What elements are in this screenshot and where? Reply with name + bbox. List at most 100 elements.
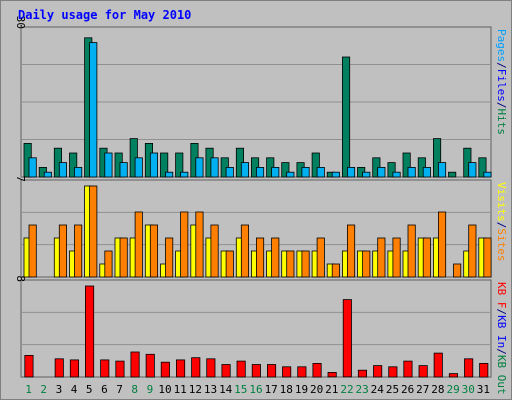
legend-item: Hits [495,109,508,136]
bar-files-day-9 [149,152,159,178]
legend-item: / [495,102,508,109]
legend-item: / [495,309,508,316]
bar-kb-f-day-3 [54,358,64,378]
x-tick-label-day-26: 26 [401,383,414,396]
bar-kb-f-day-19 [297,366,307,378]
x-tick-label-day-2: 2 [40,383,47,396]
x-tick-label-day-22: 22 [340,383,353,396]
bar-kb-f-day-12 [191,357,201,378]
legend-item: KB Out [495,355,508,395]
legend-item: / [495,62,508,69]
bar-kb-f-day-28 [433,352,443,378]
bar-sites-day-7 [119,237,128,278]
x-tick-label-day-24: 24 [371,383,385,396]
panel-3-legend: KB F/KB In/KB Out [495,282,508,395]
bar-files-day-16 [255,166,265,178]
bar-files-day-4 [74,166,83,178]
bar-kb-f-day-1 [24,354,34,378]
x-tick-label-day-15: 15 [234,383,247,396]
bar-sites-day-24 [377,237,386,278]
bar-files-day-2 [43,171,52,178]
bar-hits-day-20 [311,152,320,178]
bar-sites-day-25 [392,237,401,278]
bar-hits-day-25 [387,162,396,178]
bar-files-day-23 [362,171,371,178]
bar-sites-day-5 [89,185,98,278]
legend-item: Files [495,69,508,102]
bar-sites-day-4 [74,224,83,278]
bar-hits-day-29 [448,171,457,178]
bar-sites-day-23 [362,250,371,278]
x-tick-label-day-11: 11 [174,383,187,396]
bar-files-day-1 [28,157,37,178]
x-tick-label-day-10: 10 [158,383,171,396]
x-tick-label-day-4: 4 [71,383,78,396]
bar-kb-f-day-22 [342,299,352,378]
bar-hits-day-28 [432,138,442,178]
bar-sites-day-12 [195,211,204,278]
x-tick-label-day-12: 12 [189,383,202,396]
bar-hits-day-11 [175,152,184,178]
x-tick-label-day-7: 7 [116,383,123,396]
bar-files-day-19 [301,166,310,178]
bar-sites-day-13 [210,224,219,278]
bar-sites-day-15 [240,224,250,278]
bar-kb-f-day-5 [85,285,95,378]
bar-files-day-27 [422,166,431,178]
x-tick-label-day-21: 21 [325,383,338,396]
bar-sites-day-21 [331,263,340,278]
bar-kb-f-day-29 [448,373,458,378]
bar-files-day-21 [331,171,340,178]
bar-sites-day-9 [149,224,159,278]
x-tick-label-day-16: 16 [249,383,262,396]
bar-files-day-18 [286,171,295,178]
bar-kb-f-day-6 [100,359,110,378]
bar-kb-f-day-26 [403,360,413,378]
bar-kb-f-day-9 [145,353,155,378]
x-tick-label-day-27: 27 [416,383,429,396]
bar-hits-day-26 [402,152,411,178]
bar-files-day-8 [134,157,143,178]
bar-kb-f-day-16 [251,364,261,378]
bar-files-day-7 [119,162,128,178]
x-tick-label-day-29: 29 [446,383,459,396]
bar-files-day-31 [483,171,492,178]
panel-3-frame [20,279,492,378]
bar-kb-f-day-15 [236,360,246,378]
bar-kb-f-day-25 [388,366,398,378]
bar-sites-day-29 [453,263,462,278]
chart-title: Daily usage for May 2010 [18,8,191,22]
bar-kb-f-day-10 [160,361,170,378]
x-tick-label-day-14: 14 [219,383,233,396]
bar-files-day-12 [195,157,204,178]
bar-files-day-13 [210,157,219,178]
bar-sites-day-6 [104,250,113,278]
x-tick-label-day-6: 6 [101,383,108,396]
x-tick-label-day-19: 19 [295,383,308,396]
legend-item: Visits [495,182,508,222]
bar-sites-day-19 [301,250,310,278]
x-tick-label-day-28: 28 [431,383,444,396]
bar-kb-f-day-4 [69,359,80,378]
bar-kb-f-day-14 [221,364,231,378]
x-tick-label-day-25: 25 [386,383,399,396]
x-tick-label-day-17: 17 [265,383,278,396]
bar-sites-day-27 [422,237,431,278]
bar-kb-f-day-20 [312,362,322,378]
bar-hits-day-18 [281,162,290,178]
x-tick-label-day-18: 18 [280,383,293,396]
panel-1-legend: Pages/Files/Hits [495,29,508,135]
panel-2-ymax-label: 7 [14,175,27,182]
bar-kb-f-day-18 [282,366,292,378]
bar-files-day-10 [165,171,174,178]
bar-files-day-14 [225,166,234,178]
bar-kb-f-day-31 [479,362,489,378]
bar-files-day-26 [407,166,416,178]
bar-files-day-22 [346,166,356,178]
bar-kb-f-day-11 [175,359,186,378]
bar-kb-f-day-13 [206,358,216,378]
bar-files-day-20 [316,166,325,178]
bar-sites-day-10 [165,237,174,278]
